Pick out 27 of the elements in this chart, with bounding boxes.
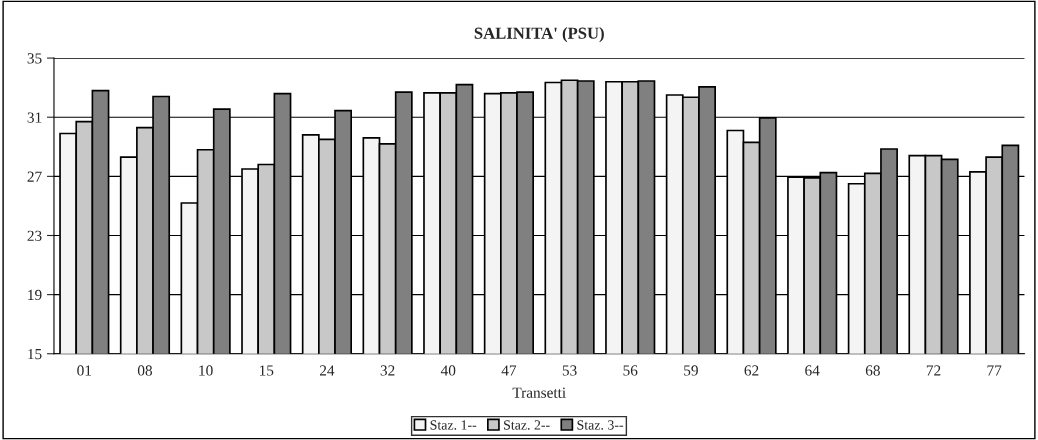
- x-tick-label: 72: [926, 365, 941, 376]
- x-tick-label: 40: [440, 365, 456, 376]
- legend-label: Staz. 2--: [504, 420, 550, 430]
- x-tick-label: 47: [501, 365, 517, 376]
- legend-label: Staz. 3--: [577, 420, 624, 430]
- x-tick-label: 08: [137, 365, 153, 376]
- x-tick-label: 68: [865, 365, 880, 376]
- x-tick-label: 24: [319, 365, 335, 376]
- y-tick-label: 23: [27, 230, 42, 241]
- x-tick-label: 10: [199, 365, 213, 376]
- x-tick-label: 64: [805, 365, 820, 376]
- y-tick-label: 35: [27, 53, 42, 64]
- x-tick-label: 77: [987, 365, 1002, 376]
- x-tick-label: 53: [562, 365, 577, 376]
- x-tick-label: 01: [77, 365, 92, 376]
- y-tick-label: 19: [28, 289, 42, 301]
- y-tick-label: 27: [27, 171, 42, 182]
- x-tick-label: 59: [684, 365, 698, 376]
- x-tick-label: 32: [380, 365, 395, 376]
- y-tick-label: 15: [28, 348, 42, 360]
- legend-label: Staz. 1--: [430, 420, 477, 430]
- x-tick-label: 15: [259, 365, 274, 376]
- x-tick-label: 56: [623, 365, 638, 376]
- y-tick-label: 31: [27, 112, 42, 123]
- x-tick-label: 62: [744, 365, 759, 376]
- x-axis-title: Transetti: [512, 387, 566, 398]
- chart-title: SALINITA' (PSU): [474, 27, 604, 43]
